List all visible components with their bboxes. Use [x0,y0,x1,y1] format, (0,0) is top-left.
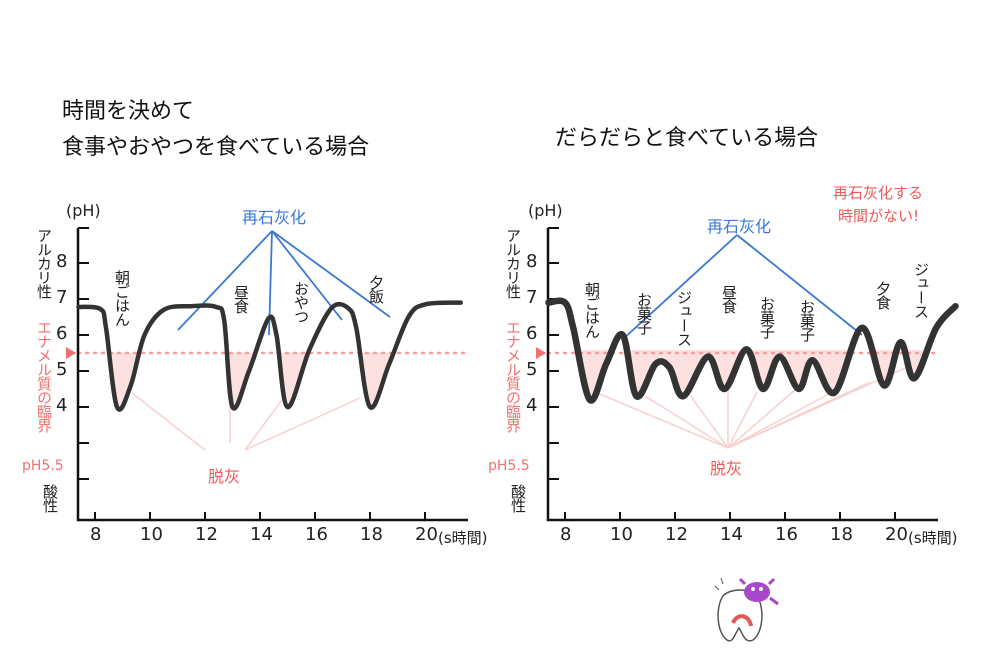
left-y-tick-label: 7 [56,287,68,308]
left-meal-breakfast: 朝ごはん [113,270,131,326]
left-x-tick-label: 8 [90,524,102,545]
remineral-pointer-line [271,230,343,321]
right-alkaline-label: アルカリ性 [504,228,522,298]
left-x-tick-label: 16 [305,524,328,545]
remineral-pointer-line [271,230,391,318]
left-meal-snack: おやつ [292,281,310,323]
right-meal-dinner: 夕食 [874,281,892,309]
remineral-pointer-line [621,234,738,341]
right-y-tick-label: 8 [526,251,538,272]
right-meal-breakfast: 朝ごはん [583,282,601,338]
left-x-tick-label: 10 [140,524,163,545]
left-critical-value: pH5.5 [22,458,64,474]
right-meal-lunch: 昼食 [720,285,738,313]
right-meal-snack-2: お菓子 [758,296,776,338]
right-x-tick-label: 8 [560,524,572,545]
right-meal-snack-3: お菓子 [798,299,816,341]
left-y-tick-label: 8 [56,251,68,272]
demineral-pointer-line [727,367,906,449]
left-y-tick-label: 6 [56,323,68,344]
right-x-tick-label: 16 [775,524,798,545]
remineral-pointer-line [177,230,273,331]
right-x-tick-label: 12 [665,524,688,545]
left-x-tick-label: 18 [360,524,383,545]
right-meal-snack-1: お菓子 [635,292,653,334]
left-x-tick-label: 14 [250,524,273,545]
critical-marker-icon [66,347,76,359]
right-x-tick-label: 10 [610,524,633,545]
left-title-line1: 時間を決めて [62,99,195,124]
demineral-pointer-line [689,394,729,449]
left-y-tick-label: 5 [56,359,68,380]
left-meal-lunch: 昼食 [232,285,250,313]
right-demineral-label: 脱灰 [710,459,743,478]
left-alkaline-label: アルカリ性 [35,228,53,298]
demineral-pointer-line [727,387,841,449]
left-y-unit: (pH) [66,201,101,220]
left-critical-label: エナメル質の臨界 [35,320,53,432]
right-warning-line2: 時間がない! [838,207,920,225]
right-chart [536,227,959,522]
left-demineral-label: 脱灰 [208,467,241,486]
right-x-tick-label: 20 [885,524,908,545]
ph-curve [76,300,463,412]
left-y-tick-label: 4 [56,395,68,416]
left-remineral-label: 再石灰化 [242,208,307,227]
demineral-pointer-line [644,395,729,449]
demineral-pointer-line [727,389,796,449]
right-y-tick-label: 6 [526,323,538,344]
demineral-pointer-line [727,391,758,449]
critical-marker-icon [536,347,546,359]
right-x-tick-label: 14 [720,524,743,545]
mascot-tooth-illustration [714,577,779,642]
right-meal-juice-1: ジュース [675,290,693,346]
right-y-tick-label: 7 [526,287,538,308]
right-x-tick-label: 18 [830,524,853,545]
left-title-line2: 食事やおやつを食べている場合 [62,135,370,160]
left-x-unit: (s時間) [438,529,488,547]
right-y-unit: (pH) [528,201,563,220]
right-y-tick-label: 4 [526,395,538,416]
axes [546,228,938,522]
left-chart [66,227,470,522]
right-meal-juice-2: ジュース [912,262,930,318]
demineral-pointer-line [244,399,283,451]
right-title: だらだらと食べている場合 [555,126,819,151]
right-critical-value: pH5.5 [488,458,530,474]
ph-curve [545,297,959,404]
demineral-pointer-line [594,391,729,449]
left-acidic-label: 酸性 [41,484,59,512]
right-y-tick-label: 5 [526,359,538,380]
right-x-unit: (s時間) [908,529,958,547]
demineral-pointer-line [131,392,206,451]
right-acidic-label: 酸性 [509,484,527,512]
left-x-tick-label: 20 [415,524,438,545]
left-meal-dinner: 夕飯 [367,275,385,303]
right-critical-label: エナメル質の臨界 [504,320,522,432]
right-remineral-label: 再石灰化 [707,217,772,236]
left-x-tick-label: 12 [195,524,218,545]
axes [76,228,468,522]
right-warning-line1: 再石灰化する [833,184,924,202]
demineral-pointer-line [244,397,361,451]
remineral-pointer-line [736,234,863,336]
